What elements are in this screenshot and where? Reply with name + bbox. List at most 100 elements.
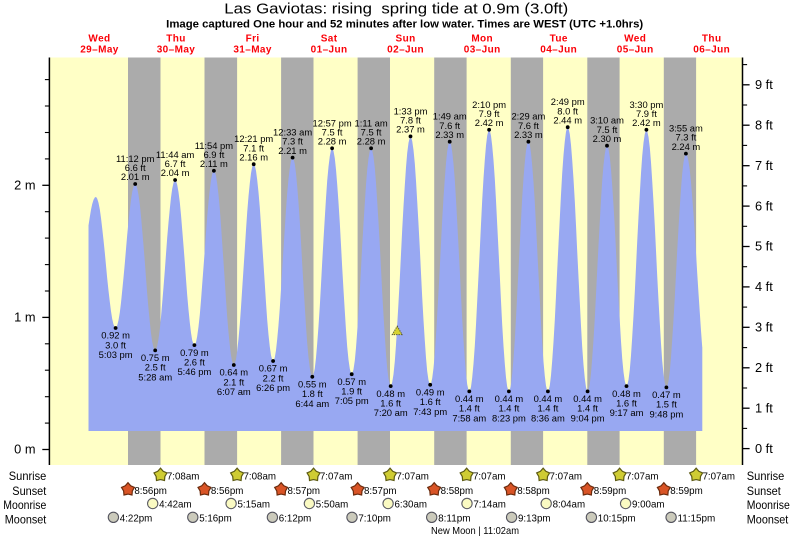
svg-text:1.8 ft: 1.8 ft [302,388,323,399]
svg-text:5:28 am: 5:28 am [138,371,172,382]
svg-text:Tue: Tue [550,33,568,44]
svg-text:6:44 am: 6:44 am [295,398,329,409]
svg-text:2.21 m: 2.21 m [278,145,307,156]
svg-text:5:16pm: 5:16pm [199,514,232,525]
svg-text:3 ft: 3 ft [755,320,773,335]
svg-text:Las Gaviotas: rising spring t: Las Gaviotas: rising spring tide at 0.9m… [224,0,568,17]
svg-text:0 ft: 0 ft [755,441,773,456]
svg-text:2.01 m: 2.01 m [121,171,150,182]
svg-text:06–Jun: 06–Jun [693,45,730,56]
svg-text:2.28 m: 2.28 m [357,136,386,147]
svg-text:7.3 ft: 7.3 ft [282,136,303,147]
svg-text:4:22pm: 4:22pm [120,514,153,525]
svg-text:7.9 ft: 7.9 ft [479,108,500,119]
svg-text:Fri: Fri [246,33,260,44]
svg-text:1 ft: 1 ft [755,400,773,415]
svg-text:6:26 pm: 6:26 pm [256,382,290,393]
svg-text:2.24 m: 2.24 m [672,141,701,152]
svg-text:2.44 m: 2.44 m [553,114,582,125]
svg-text:6.9 ft: 6.9 ft [203,149,224,160]
svg-text:12:33 am: 12:33 am [273,127,312,138]
svg-text:Image captured One hour and 52: Image captured One hour and 52 minutes a… [166,19,643,31]
svg-text:Thu: Thu [702,33,722,44]
svg-text:2.33 m: 2.33 m [514,129,543,140]
svg-text:7:20 am: 7:20 am [374,407,408,418]
svg-text:Sun: Sun [396,33,416,44]
svg-text:0.47 m: 0.47 m [652,389,681,400]
svg-text:05–Jun: 05–Jun [617,45,654,56]
svg-text:2.11 m: 2.11 m [200,158,228,169]
svg-text:7.6 ft: 7.6 ft [439,120,460,131]
svg-text:0.55 m: 0.55 m [298,379,327,390]
svg-text:Thu: Thu [166,33,186,44]
svg-text:9:04 pm: 9:04 pm [571,412,605,423]
svg-text:6.6 ft: 6.6 ft [125,162,146,173]
svg-text:2.5 ft: 2.5 ft [145,362,166,373]
svg-text:9 ft: 9 ft [755,77,773,92]
svg-text:30–May: 30–May [157,45,196,56]
svg-text:2.04 m: 2.04 m [161,167,190,178]
svg-text:New Moon | 11:02am: New Moon | 11:02am [431,526,519,537]
svg-text:7:07am: 7:07am [626,472,659,483]
svg-text:10:15pm: 10:15pm [598,514,636,525]
svg-text:Sat: Sat [321,33,338,44]
svg-text:0.44 m: 0.44 m [495,393,524,404]
svg-text:8:59pm: 8:59pm [594,486,627,497]
svg-text:0.64 m: 0.64 m [219,367,248,378]
svg-text:5:15am: 5:15am [238,499,271,510]
svg-text:2.33 m: 2.33 m [435,129,464,140]
svg-text:8.0 ft: 8.0 ft [557,105,578,116]
svg-text:2.28 m: 2.28 m [318,136,347,147]
svg-text:8:11pm: 8:11pm [438,514,471,525]
svg-text:11:12 pm: 11:12 pm [116,153,155,164]
svg-text:2.37 m: 2.37 m [396,124,425,135]
svg-text:0.75 m: 0.75 m [141,352,170,363]
svg-text:02–Jun: 02–Jun [387,45,424,56]
svg-text:8:57pm: 8:57pm [288,486,321,497]
svg-text:Moonset: Moonset [747,512,789,526]
svg-text:1:33 pm: 1:33 pm [394,105,428,116]
svg-text:11:15pm: 11:15pm [678,514,716,525]
svg-text:7:07am: 7:07am [550,472,583,483]
svg-text:0 m: 0 m [14,442,35,457]
svg-text:9:00am: 9:00am [632,499,665,510]
svg-text:7:58 am: 7:58 am [452,412,486,423]
svg-text:8:56pm: 8:56pm [211,486,244,497]
svg-text:11:44 am: 11:44 am [156,149,195,160]
svg-text:2.42 m: 2.42 m [632,117,661,128]
svg-text:2.30 m: 2.30 m [593,133,622,144]
svg-text:04–Jun: 04–Jun [540,45,577,56]
svg-text:7:08am: 7:08am [167,472,200,483]
svg-text:2:29 am: 2:29 am [511,111,545,122]
svg-text:1.6 ft: 1.6 ft [420,396,441,407]
svg-text:8:04am: 8:04am [553,499,586,510]
svg-text:1.4 ft: 1.4 ft [577,403,598,414]
svg-text:7.5 ft: 7.5 ft [361,126,382,137]
svg-text:29–May: 29–May [80,45,119,56]
svg-text:3:55 am: 3:55 am [669,123,703,134]
svg-text:7.5 ft: 7.5 ft [322,126,343,137]
svg-text:2:49 pm: 2:49 pm [551,96,585,107]
svg-text:7.3 ft: 7.3 ft [675,132,696,143]
svg-text:7:10pm: 7:10pm [358,514,391,525]
svg-text:0.48 m: 0.48 m [612,388,641,399]
svg-text:9:13pm: 9:13pm [518,514,551,525]
svg-text:1.5 ft: 1.5 ft [656,399,677,410]
svg-text:7:43 pm: 7:43 pm [413,406,447,417]
svg-text:6:07 am: 6:07 am [217,386,251,397]
svg-text:Moonrise: Moonrise [747,498,790,512]
svg-text:Wed: Wed [88,33,110,44]
svg-text:7.8 ft: 7.8 ft [400,115,421,126]
svg-text:11:54 pm: 11:54 pm [195,140,234,151]
svg-text:01–Jun: 01–Jun [311,45,348,56]
svg-text:7:05 pm: 7:05 pm [335,395,369,406]
svg-text:6:30am: 6:30am [395,499,428,510]
svg-text:9:48 pm: 9:48 pm [649,408,683,419]
svg-text:8 ft: 8 ft [755,117,773,132]
svg-text:7:07am: 7:07am [473,472,506,483]
svg-text:0.44 m: 0.44 m [573,393,602,404]
svg-text:2.1 ft: 2.1 ft [223,376,244,387]
svg-text:8:59pm: 8:59pm [670,486,703,497]
svg-text:2:10 pm: 2:10 pm [472,99,506,110]
svg-text:7 ft: 7 ft [755,158,773,173]
